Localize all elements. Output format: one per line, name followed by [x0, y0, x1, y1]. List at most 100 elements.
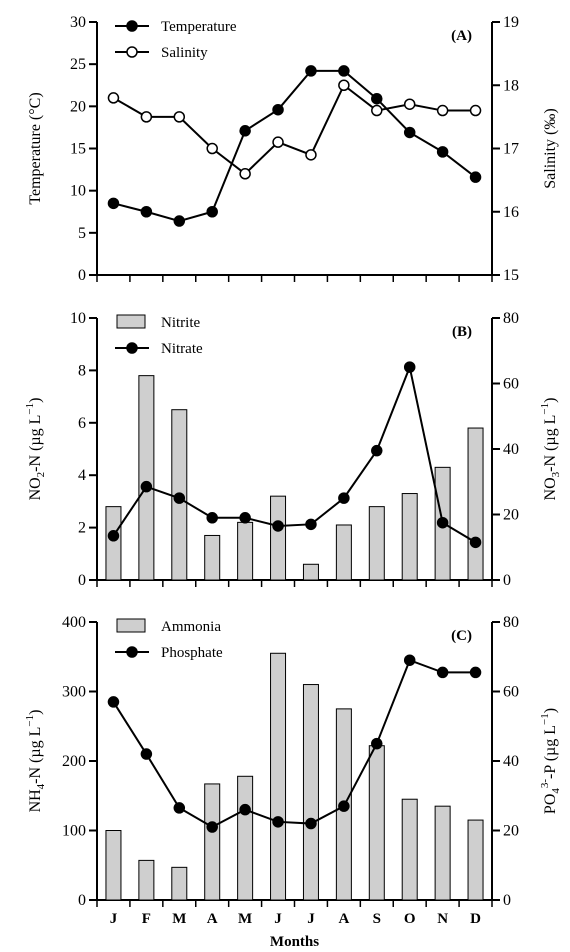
point-nitrate [173, 492, 186, 504]
bar-nitrite [105, 506, 122, 581]
y-axis-title-left: NO2-N (µg L−1) [24, 398, 47, 501]
panel-label: (C) [451, 628, 472, 644]
bar-ammonia [368, 745, 385, 901]
left-tick-label: 4 [78, 467, 86, 484]
point-nitrate [107, 530, 120, 542]
month-label: A [207, 911, 218, 927]
point-temperature [173, 215, 186, 227]
month-label: F [142, 911, 151, 927]
right-tick-label: 16 [503, 204, 519, 221]
point-salinity [403, 98, 416, 110]
point-salinity [371, 104, 383, 117]
left-tick-label: 200 [62, 753, 86, 770]
month-label: J [274, 911, 282, 927]
series-line-temperature [113, 69, 477, 223]
legend-swatch-nitrite [116, 314, 146, 329]
bar-ammonia [171, 866, 188, 901]
point-phosphate [107, 696, 120, 708]
bar-ammonia [302, 684, 319, 901]
bar-nitrite [270, 495, 287, 581]
point-salinity [173, 111, 186, 123]
point-phosphate [140, 748, 153, 760]
month-label: S [373, 911, 381, 927]
point-temperature [403, 126, 416, 139]
point-salinity [338, 79, 350, 91]
point-temperature [239, 125, 251, 137]
month-label: N [437, 911, 448, 927]
right-tick-label: 20 [503, 507, 519, 524]
right-tick-label: 80 [503, 614, 519, 631]
point-nitrate [436, 516, 449, 529]
point-nitrate [338, 492, 350, 504]
left-tick-label: 0 [78, 892, 86, 909]
right-tick-label: 18 [503, 77, 519, 94]
point-salinity [206, 142, 218, 155]
point-nitrate [239, 512, 251, 524]
point-temperature [469, 171, 482, 183]
series-line-phosphate [112, 658, 476, 829]
legend-swatch-ammonia [116, 618, 146, 633]
left-tick-label: 100 [62, 823, 86, 840]
point-salinity [239, 168, 251, 180]
point-temperature [436, 146, 449, 158]
point-nitrate [403, 361, 416, 373]
legend-label-nitrite: Nitrite [161, 315, 200, 331]
bar-ammonia [434, 805, 451, 901]
legend-label-ammonia: Ammonia [161, 619, 221, 635]
bar-nitrite [237, 521, 254, 581]
point-phosphate [403, 654, 416, 666]
point-phosphate [272, 816, 284, 828]
month-label: O [404, 911, 416, 927]
legend-label-nitrate: Nitrate [161, 341, 203, 357]
point-phosphate [239, 803, 251, 816]
point-salinity [436, 104, 449, 117]
bar-ammonia [467, 819, 484, 901]
point-nitrate [140, 480, 153, 493]
point-salinity [469, 104, 482, 117]
point-temperature [206, 206, 218, 218]
right-tick-label: 60 [503, 684, 519, 701]
y-axis-title-right: NO3-N (µg L−1) [539, 398, 562, 501]
panel-a: 0 5 10 15 20 25 30 15 16 17 18 19 (A) Temperature Sali… [27, 14, 559, 284]
right-tick-label: 80 [503, 310, 519, 327]
left-tick-label: 15 [70, 141, 86, 158]
month-label: A [338, 911, 349, 927]
point-nitrate [469, 536, 482, 549]
y-axis-title-right: Salinity (‰) [542, 108, 559, 188]
bar-nitrite [302, 563, 319, 581]
bar-ammonia [138, 859, 155, 901]
point-temperature [338, 65, 350, 77]
right-tick-label: 40 [503, 441, 519, 458]
point-phosphate [371, 737, 383, 750]
month-label: J [307, 911, 315, 927]
legend-marker-temperature [126, 20, 138, 32]
bar-ammonia [204, 783, 221, 901]
left-tick-label: 25 [70, 56, 86, 73]
right-tick-label: 19 [503, 14, 519, 31]
y-axis-title-left: Temperature (°C) [27, 92, 44, 204]
month-label: D [470, 911, 481, 927]
left-tick-label: 2 [78, 520, 86, 537]
legend-label-temperature: Temperature [161, 19, 237, 35]
left-tick-label: 400 [62, 614, 86, 631]
point-phosphate [338, 800, 350, 812]
left-tick-label: 8 [78, 362, 86, 379]
left-tick-label: 5 [78, 225, 86, 242]
x-axis-title: Months [270, 934, 319, 950]
bar-nitrite [401, 493, 418, 581]
legend-marker-salinity [126, 46, 138, 58]
point-phosphate [436, 666, 449, 679]
point-nitrate [206, 512, 218, 524]
bar-nitrite [335, 524, 352, 581]
legend-label-phosphate: Phosphate [161, 645, 223, 661]
left-tick-label: 300 [62, 684, 86, 701]
point-salinity [305, 149, 317, 161]
series-line-salinity [112, 83, 476, 176]
panel-label: (B) [452, 324, 472, 340]
left-tick-label: 6 [78, 415, 86, 432]
left-tick-label: 0 [78, 267, 86, 284]
right-tick-label: 15 [503, 267, 519, 284]
right-tick-label: 20 [503, 823, 519, 840]
point-temperature [305, 65, 317, 77]
